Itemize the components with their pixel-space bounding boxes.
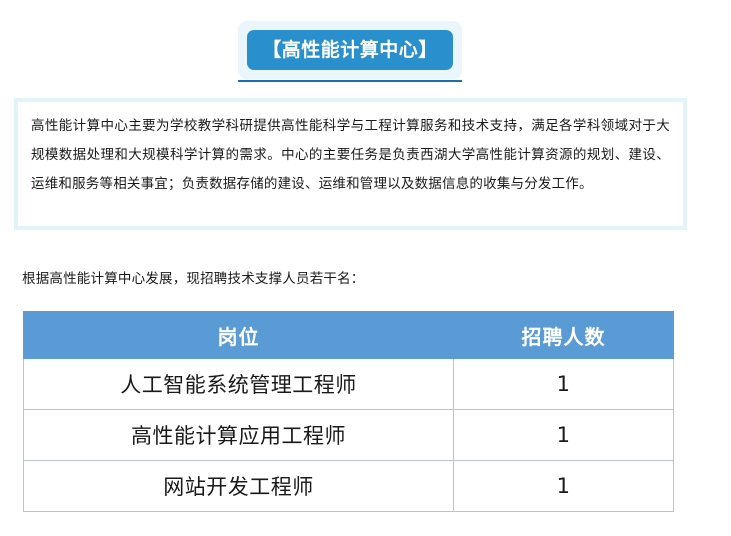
column-header-count: 招聘人数 [453,311,674,359]
banner-underline-rule [238,80,462,82]
banner-title: 【高性能计算中心】 [262,38,438,61]
column-header-role: 岗位 [23,311,454,359]
info-paragraph: 高性能计算中心主要为学校教学科研提供高性能科学与工程计算服务和技术支持，满足各学… [31,118,670,192]
info-box: 高性能计算中心主要为学校教学科研提供高性能科学与工程计算服务和技术支持，满足各学… [14,98,687,230]
table-row: 网站开发工程师 1 [23,460,674,512]
table-body: 人工智能系统管理工程师 1 高性能计算应用工程师 1 网站开发工程师 1 [23,358,674,512]
table-row: 高性能计算应用工程师 1 [23,409,674,461]
table-header: 岗位 招聘人数 [23,311,674,359]
banner-inner: 【高性能计算中心】 [247,30,453,70]
cell-role: 网站开发工程师 [23,460,454,512]
table-header-row: 岗位 招聘人数 [23,311,674,359]
cell-count: 1 [453,460,674,512]
cell-count: 1 [453,358,674,410]
table-row: 人工智能系统管理工程师 1 [23,358,674,410]
cell-role: 高性能计算应用工程师 [23,409,454,461]
cell-role: 人工智能系统管理工程师 [23,358,454,410]
recruitment-lead-in-text: 根据高性能计算中心发展，现招聘技术支撑人员若干名： [22,271,365,287]
cell-count: 1 [453,409,674,461]
job-positions-table: 岗位 招聘人数 人工智能系统管理工程师 1 高性能计算应用工程师 1 网站开发工… [23,311,674,512]
page-banner: 【高性能计算中心】 [238,21,462,79]
